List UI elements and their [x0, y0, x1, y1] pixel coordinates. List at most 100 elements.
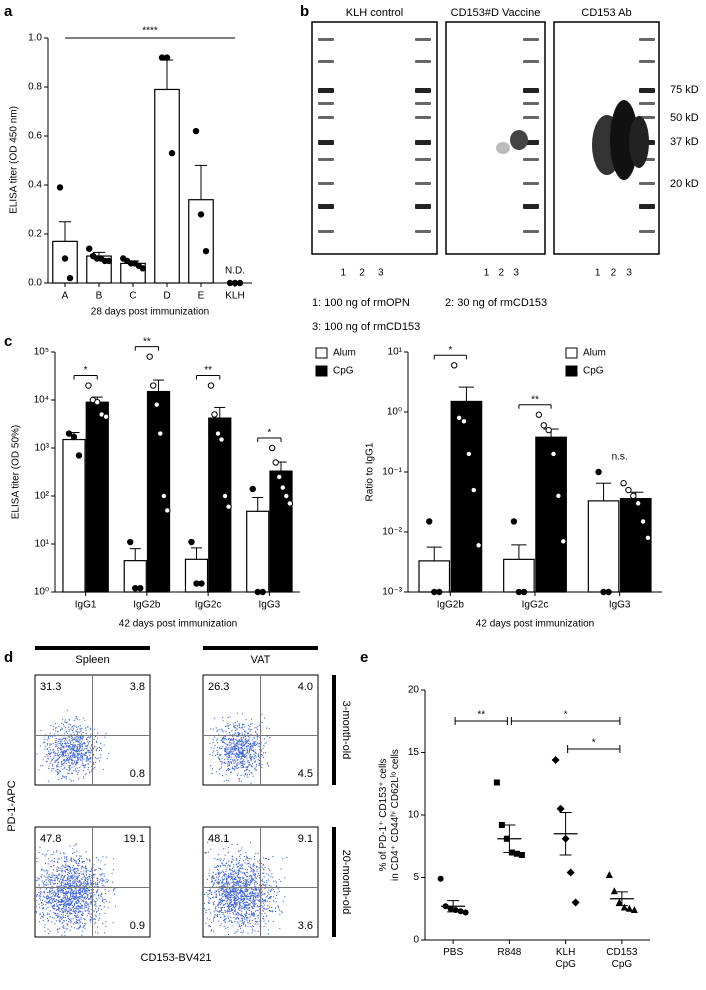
event-dot	[262, 894, 264, 896]
data-point	[462, 909, 469, 916]
event-dot	[256, 888, 258, 890]
event-dot	[232, 738, 234, 741]
event-dot	[73, 738, 76, 740]
x-tick-label: IgG3	[259, 600, 281, 611]
event-dot	[87, 768, 89, 770]
event-dot	[40, 902, 43, 904]
event-dot	[77, 909, 79, 911]
event-dot	[249, 883, 251, 885]
event-dot	[239, 753, 241, 755]
event-dot	[271, 907, 273, 909]
event-dot	[228, 898, 230, 900]
event-dot	[44, 883, 46, 886]
event-dot	[65, 893, 67, 895]
event-dot	[79, 880, 81, 882]
event-dot	[236, 759, 238, 761]
event-dot	[84, 876, 86, 878]
event-dot	[247, 736, 249, 738]
event-dot	[74, 861, 76, 863]
event-dot	[65, 762, 67, 764]
event-dot	[258, 915, 260, 917]
event-dot	[39, 921, 41, 923]
bar	[85, 401, 109, 593]
event-dot	[263, 893, 265, 895]
event-dot	[76, 896, 78, 898]
event-dot	[253, 745, 255, 747]
event-dot	[227, 763, 229, 765]
event-dot	[49, 913, 51, 915]
event-dot	[243, 917, 245, 919]
event-dot	[75, 730, 77, 733]
data-point	[150, 382, 157, 389]
event-dot	[228, 760, 230, 762]
event-dot	[72, 900, 74, 902]
event-dot	[64, 737, 66, 739]
event-dot	[261, 902, 263, 904]
event-dot	[238, 869, 240, 871]
event-dot	[85, 727, 87, 729]
event-dot	[214, 907, 216, 909]
event-dot	[216, 739, 218, 741]
event-dot	[87, 763, 89, 765]
event-dot	[265, 884, 267, 886]
event-dot	[243, 892, 245, 894]
event-dot	[244, 726, 246, 728]
event-dot	[96, 883, 99, 885]
event-dot	[68, 749, 70, 751]
event-dot	[51, 874, 53, 876]
event-dot	[86, 759, 88, 761]
event-dot	[224, 875, 226, 877]
event-dot	[233, 885, 235, 887]
event-dot	[51, 876, 53, 879]
event-dot	[61, 879, 63, 881]
event-dot	[218, 888, 220, 890]
event-dot	[241, 911, 243, 913]
event-dot	[253, 753, 255, 755]
event-dot	[233, 916, 235, 919]
event-dot	[211, 929, 213, 931]
event-dot	[233, 750, 235, 752]
event-dot	[252, 775, 254, 777]
event-dot	[69, 757, 71, 759]
event-dot	[246, 741, 249, 743]
event-dot	[76, 878, 79, 880]
event-dot	[237, 850, 240, 852]
data-point	[105, 257, 112, 265]
event-dot	[230, 890, 232, 892]
event-dot	[74, 903, 76, 906]
event-dot	[80, 731, 82, 733]
event-dot	[78, 904, 80, 906]
event-dot	[46, 760, 48, 762]
event-dot	[269, 910, 271, 912]
event-dot	[63, 926, 65, 928]
event-dot	[68, 739, 71, 741]
event-dot	[47, 875, 50, 877]
event-dot	[65, 746, 67, 748]
event-dot	[88, 898, 90, 901]
event-dot	[105, 899, 107, 901]
event-dot	[258, 742, 260, 745]
y-tick-label: 10¹	[35, 539, 50, 550]
event-dot	[217, 729, 219, 731]
event-dot	[252, 868, 254, 870]
event-dot	[233, 896, 235, 899]
event-dot	[242, 724, 244, 726]
event-dot	[46, 739, 48, 741]
event-dot	[251, 728, 253, 731]
event-dot	[264, 858, 266, 860]
event-dot	[77, 908, 79, 910]
event-dot	[76, 732, 78, 734]
event-dot	[255, 769, 258, 771]
event-dot	[246, 766, 248, 768]
event-dot	[48, 750, 50, 752]
event-dot	[90, 919, 92, 921]
legend-swatch	[565, 347, 578, 359]
event-dot	[221, 730, 223, 732]
event-dot	[219, 865, 221, 867]
event-dot	[97, 909, 99, 911]
event-dot	[245, 926, 247, 928]
event-dot	[214, 744, 216, 747]
event-dot	[244, 885, 246, 887]
event-dot	[58, 740, 60, 743]
event-dot	[257, 725, 259, 727]
